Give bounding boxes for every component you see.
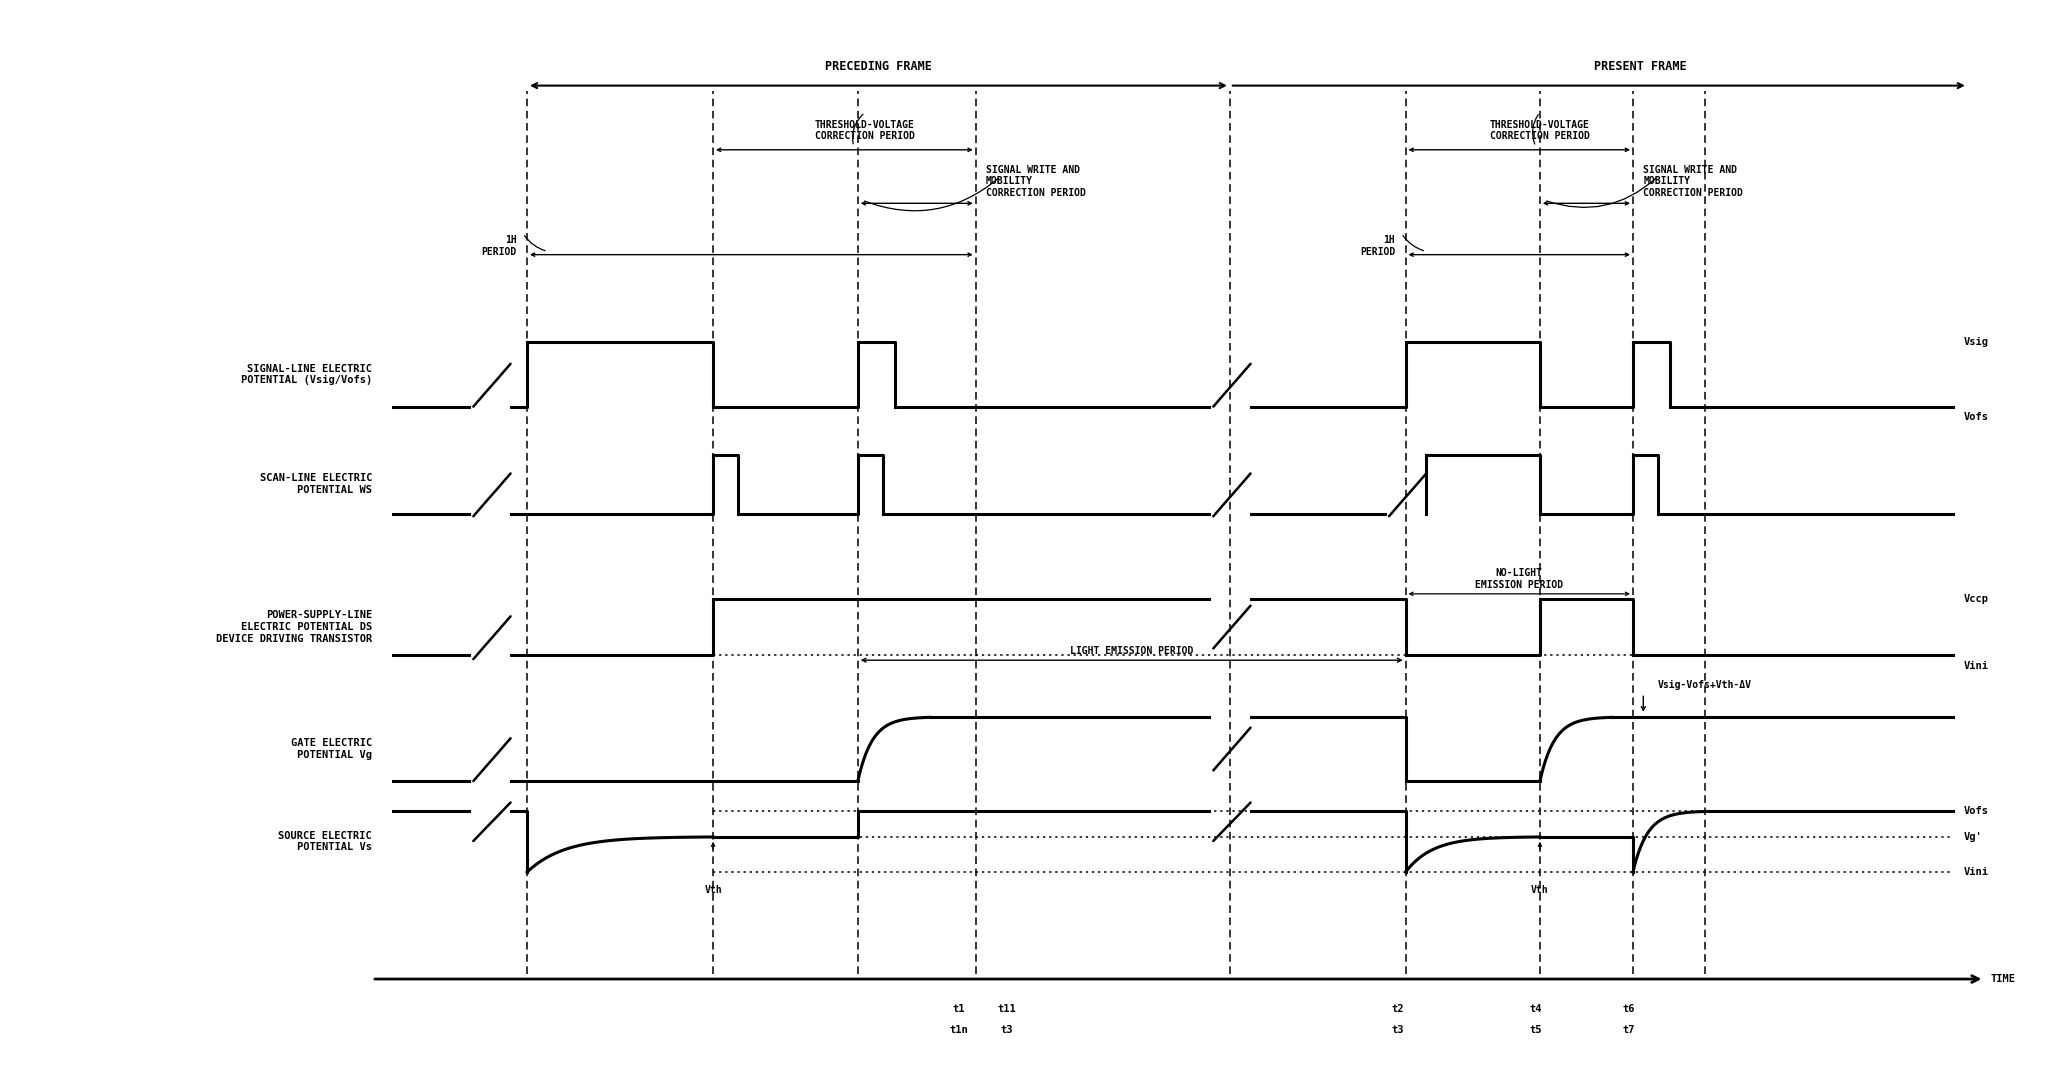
Text: Vsig: Vsig [1964,337,1988,348]
Text: t3: t3 [1000,1025,1013,1035]
Text: t4: t4 [1530,1004,1542,1013]
Text: t5: t5 [1530,1025,1542,1035]
Text: THRESHOLD-VOLTAGE
CORRECTION PERIOD: THRESHOLD-VOLTAGE CORRECTION PERIOD [1490,120,1590,141]
Text: Vofs: Vofs [1964,412,1988,423]
Text: Vg': Vg' [1964,831,1982,842]
Text: NO-LIGHT
EMISSION PERIOD: NO-LIGHT EMISSION PERIOD [1476,568,1563,590]
Text: 1H
PERIOD: 1H PERIOD [482,235,517,257]
Text: 1H
PERIOD: 1H PERIOD [1360,235,1395,257]
Text: SIGNAL WRITE AND
MOBILITY
CORRECTION PERIOD: SIGNAL WRITE AND MOBILITY CORRECTION PER… [1643,165,1742,198]
Text: t1: t1 [953,1004,965,1013]
Text: t6: t6 [1623,1004,1635,1013]
Text: SIGNAL-LINE ELECTRIC
POTENTIAL (Vsig/Vofs): SIGNAL-LINE ELECTRIC POTENTIAL (Vsig/Vof… [242,364,372,385]
Text: t2: t2 [1391,1004,1403,1013]
Text: Vth: Vth [1532,885,1548,895]
Text: TIME: TIME [1991,974,2015,984]
Text: t7: t7 [1623,1025,1635,1035]
Text: PRESENT FRAME: PRESENT FRAME [1594,60,1687,73]
Text: t11: t11 [996,1004,1017,1013]
Text: POWER-SUPPLY-LINE
ELECTRIC POTENTIAL DS
DEVICE DRIVING TRANSISTOR: POWER-SUPPLY-LINE ELECTRIC POTENTIAL DS … [215,610,372,644]
Text: GATE ELECTRIC
POTENTIAL Vg: GATE ELECTRIC POTENTIAL Vg [291,738,372,760]
Text: Vini: Vini [1964,867,1988,877]
Text: Vsig-Vofs+Vth-ΔV: Vsig-Vofs+Vth-ΔV [1658,681,1751,690]
Text: SOURCE ELECTRIC
POTENTIAL Vs: SOURCE ELECTRIC POTENTIAL Vs [279,830,372,853]
Text: Vccp: Vccp [1964,594,1988,605]
Text: Vini: Vini [1964,660,1988,671]
Text: SIGNAL WRITE AND
MOBILITY
CORRECTION PERIOD: SIGNAL WRITE AND MOBILITY CORRECTION PER… [986,165,1085,198]
Text: Vofs: Vofs [1964,806,1988,816]
Text: SCAN-LINE ELECTRIC
POTENTIAL WS: SCAN-LINE ELECTRIC POTENTIAL WS [260,473,372,495]
Text: PRECEDING FRAME: PRECEDING FRAME [825,60,932,73]
Text: THRESHOLD-VOLTAGE
CORRECTION PERIOD: THRESHOLD-VOLTAGE CORRECTION PERIOD [814,120,916,141]
Text: t3: t3 [1391,1025,1403,1035]
Text: LIGHT EMISSION PERIOD: LIGHT EMISSION PERIOD [1071,646,1193,656]
Text: Vth: Vth [705,885,721,895]
Text: t1n: t1n [949,1025,969,1035]
